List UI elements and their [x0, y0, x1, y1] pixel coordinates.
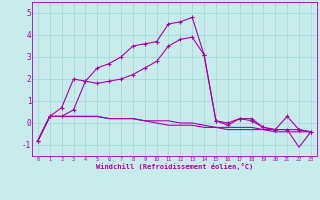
- X-axis label: Windchill (Refroidissement éolien,°C): Windchill (Refroidissement éolien,°C): [96, 163, 253, 170]
